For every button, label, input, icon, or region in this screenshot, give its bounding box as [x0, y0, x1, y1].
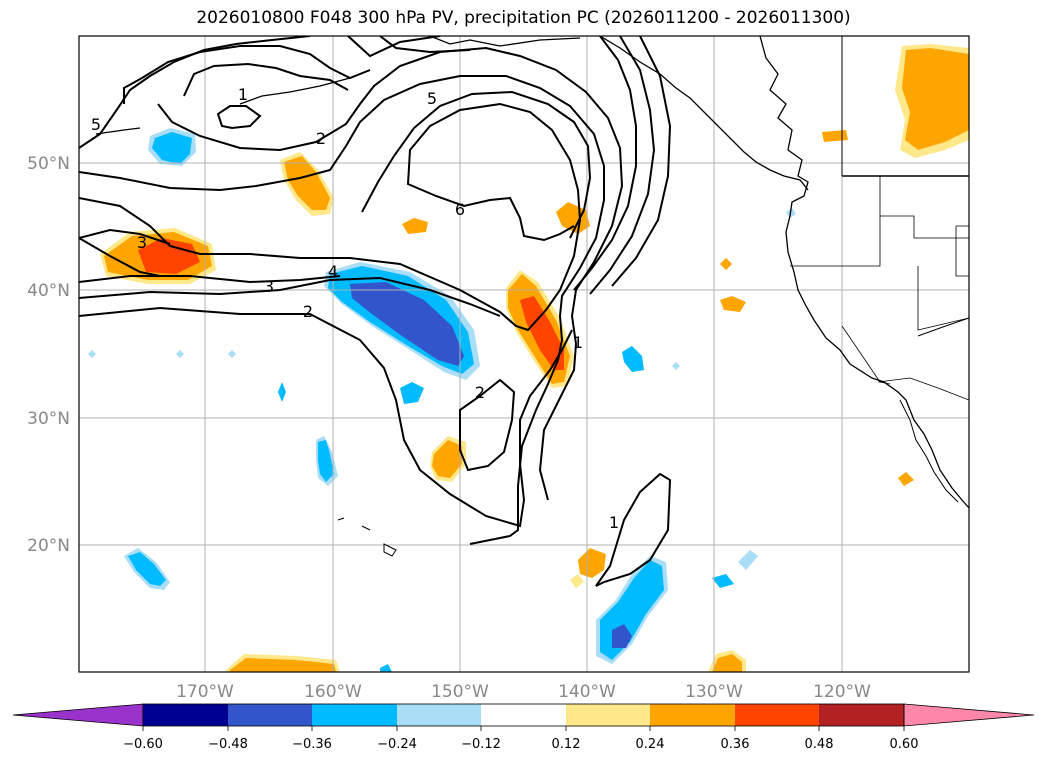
colorbar: −0.60 −0.48 −0.36 −0.24 −0.12 0.12 0.24 …	[12, 703, 1035, 752]
precip-shading	[88, 44, 969, 672]
colorbar-segment	[397, 704, 481, 726]
colorbar-tick-label: 0.36	[721, 737, 750, 752]
lon-labels: 170°W 160°W 150°W 140°W 130°W 120°W	[176, 682, 871, 702]
lon-label-170w: 170°W	[176, 682, 234, 702]
colorbar-segment	[735, 704, 819, 726]
colorbar-segment	[312, 704, 397, 726]
colorbar-segment	[566, 704, 650, 726]
contour-label: 2	[303, 302, 313, 321]
pv-contours	[79, 36, 672, 587]
lon-label-130w: 130°W	[685, 682, 743, 702]
lat-label-20n: 20°N	[27, 536, 70, 556]
colorbar-tick-label: −0.12	[461, 737, 501, 752]
colorbar-extend-low	[12, 703, 144, 727]
colorbar-segment	[481, 704, 566, 726]
contour-label: 1	[609, 513, 619, 532]
graticule	[79, 36, 969, 672]
colorbar-tick-label: 0.60	[890, 737, 919, 752]
colorbar-tick-label: −0.60	[123, 737, 163, 752]
colorbar-tick-label: −0.36	[292, 737, 332, 752]
contour-label: 5	[427, 89, 437, 108]
lat-label-50n: 50°N	[27, 154, 70, 174]
contour-label: 2	[475, 383, 485, 402]
lat-labels: 50°N 40°N 30°N 20°N	[27, 154, 70, 556]
contour-label: 1	[573, 333, 583, 352]
contour-labels: 1 2 3 4 5 6 2 3 5 1 2 1	[91, 85, 619, 532]
lon-label-150w: 150°W	[431, 682, 489, 702]
contour-label: 4	[328, 262, 338, 281]
coastlines	[95, 36, 969, 557]
lon-label-120w: 120°W	[813, 682, 871, 702]
colorbar-tick-label: 0.12	[552, 737, 581, 752]
lon-label-160w: 160°W	[304, 682, 362, 702]
lat-label-40n: 40°N	[27, 281, 70, 301]
colorbar-extend-high	[903, 703, 1035, 727]
contour-label: 3	[264, 277, 274, 296]
colorbar-segment	[143, 704, 228, 726]
contour-label: 6	[455, 200, 465, 219]
contour-label: 1	[238, 85, 248, 104]
map-frame	[78, 35, 970, 673]
colorbar-tick-label: 0.48	[805, 737, 834, 752]
colorbar-tick-label: −0.24	[377, 737, 417, 752]
lat-label-30n: 30°N	[27, 409, 70, 429]
colorbar-segment	[228, 704, 312, 726]
map-title: 2026010800 F048 300 hPa PV, precipitatio…	[196, 8, 851, 28]
colorbar-segment	[819, 704, 904, 726]
colorbar-segment	[650, 704, 735, 726]
contour-label: 5	[91, 115, 101, 134]
contour-label: 3	[137, 233, 147, 252]
colorbar-tick-label: −0.48	[208, 737, 248, 752]
contour-label: 2	[316, 129, 326, 148]
lon-label-140w: 140°W	[558, 682, 616, 702]
colorbar-tick-label: 0.24	[636, 737, 665, 752]
